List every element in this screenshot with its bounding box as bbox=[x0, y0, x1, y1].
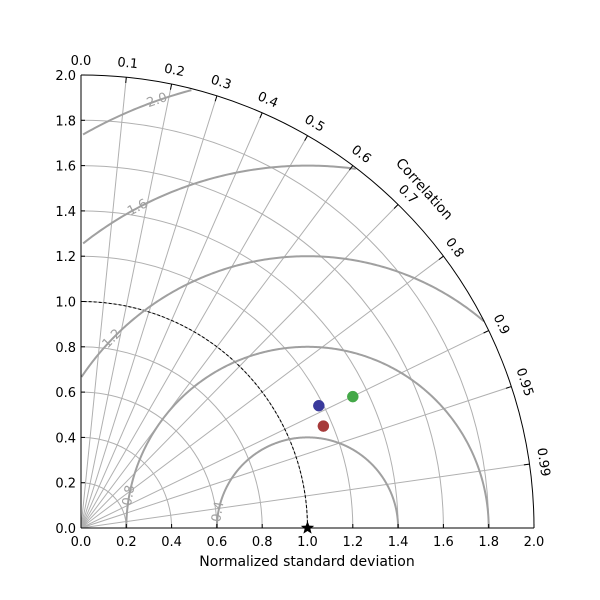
correlation-tick-mark bbox=[438, 255, 444, 260]
data-point bbox=[347, 390, 359, 403]
y-tick-label: 2.0 bbox=[55, 69, 76, 84]
tick-labels: 0.0 0.2 0.4 0.6 0.8 1.0 1.2 1.4 1.6 1.8 2.00.00.20… bbox=[55, 54, 552, 550]
correlation-tick-mark bbox=[505, 386, 512, 389]
x-tick-label: 1.6 bbox=[433, 535, 454, 550]
rms-contour-layer: 0.40.81.21.62.0 bbox=[80, 89, 490, 529]
correlation-tick-label: 0.99 bbox=[533, 447, 552, 478]
reference-star-marker bbox=[300, 521, 315, 534]
x-tick-label: 1.0 bbox=[297, 535, 318, 550]
std-dev-gridline bbox=[80, 210, 399, 529]
correlation-tick-label: 0.8 bbox=[442, 235, 466, 261]
x-tick-label: 0.8 bbox=[252, 535, 273, 550]
x-tick-label: 0.4 bbox=[161, 535, 182, 550]
correlation-tick-mark bbox=[483, 330, 489, 334]
rms-contour-label: 2.0 bbox=[145, 90, 169, 111]
correlation-axis-arc bbox=[80, 74, 535, 529]
axes-frame bbox=[80, 74, 535, 529]
correlation-tick-mark bbox=[125, 77, 127, 83]
x-tick-label: 2.0 bbox=[524, 535, 545, 550]
rms-contour-label: 1.6 bbox=[125, 196, 150, 219]
grid-layer bbox=[80, 77, 530, 529]
y-tick-label: 1.0 bbox=[55, 296, 76, 311]
correlation-tick-label: 0.95 bbox=[513, 366, 536, 398]
correlation-tick-label: 0.0 bbox=[71, 54, 92, 69]
x-axis-title: Normalized standard deviation bbox=[199, 554, 414, 570]
x-tick-label: 1.8 bbox=[478, 535, 499, 550]
y-tick-label: 0.4 bbox=[55, 431, 76, 446]
rms-contour bbox=[80, 255, 485, 378]
std-dev-gridline bbox=[80, 482, 127, 529]
rms-contour bbox=[82, 89, 192, 136]
std-dev-gridline bbox=[80, 165, 444, 529]
correlation-tick-mark bbox=[214, 95, 218, 102]
correlation-tick-mark bbox=[393, 204, 399, 209]
y-tick-label: 0.0 bbox=[55, 522, 76, 537]
std-dev-gridline bbox=[80, 346, 263, 529]
y-tick-label: 1.2 bbox=[55, 250, 76, 265]
rms-contour-label: 0.4 bbox=[209, 500, 227, 523]
rms-contour bbox=[82, 164, 356, 245]
rms-contour-label: 0.8 bbox=[120, 484, 138, 507]
x-tick-label: 0.6 bbox=[207, 535, 228, 550]
data-points bbox=[300, 390, 359, 534]
x-tick-label: 0.0 bbox=[71, 535, 92, 550]
correlation-tick-label: 0.6 bbox=[348, 143, 374, 167]
y-tick-label: 1.8 bbox=[55, 114, 76, 129]
y-tick-label: 0.6 bbox=[55, 386, 76, 401]
data-point bbox=[313, 399, 325, 412]
correlation-tick-label: 0.3 bbox=[209, 73, 233, 94]
correlation-tick-mark bbox=[349, 165, 354, 171]
correlation-tick-label: 0.2 bbox=[163, 61, 186, 80]
x-tick-label: 1.2 bbox=[342, 535, 363, 550]
std-dev-gridline bbox=[80, 436, 173, 529]
rms-contour bbox=[125, 345, 490, 529]
correlation-tick-label: 0.5 bbox=[302, 112, 327, 135]
x-tick-label: 1.4 bbox=[388, 535, 409, 550]
y-tick-label: 0.2 bbox=[55, 477, 76, 492]
std-dev-gridline bbox=[80, 119, 490, 529]
correlation-tick-mark bbox=[523, 463, 530, 466]
std-dev-gridline bbox=[80, 255, 354, 529]
correlation-tick-label: 0.9 bbox=[490, 312, 513, 337]
correlation-tick-mark bbox=[259, 112, 263, 119]
y-tick-label: 1.4 bbox=[55, 205, 76, 220]
correlation-tick-label: 0.4 bbox=[255, 89, 280, 111]
rms-contour bbox=[215, 436, 400, 528]
reference-std-arc bbox=[80, 301, 308, 529]
correlation-tick-mark bbox=[169, 84, 173, 90]
std-dev-gridline bbox=[80, 391, 218, 529]
y-tick-label: 1.6 bbox=[55, 160, 76, 175]
x-tick-label: 0.2 bbox=[116, 535, 137, 550]
y-tick-label: 0.8 bbox=[55, 341, 76, 356]
data-point bbox=[317, 420, 330, 432]
correlation-tick-mark bbox=[304, 135, 308, 141]
correlation-tick-label: 0.1 bbox=[117, 55, 139, 72]
